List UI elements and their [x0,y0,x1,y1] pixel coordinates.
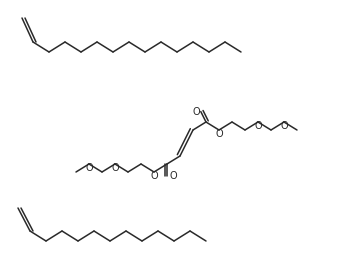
Text: O: O [169,171,177,181]
Text: O: O [111,163,119,173]
Text: O: O [150,171,158,181]
Text: O: O [193,107,201,117]
Text: O: O [215,129,223,139]
Text: O: O [280,121,288,131]
Text: O: O [85,163,93,173]
Text: O: O [254,121,262,131]
